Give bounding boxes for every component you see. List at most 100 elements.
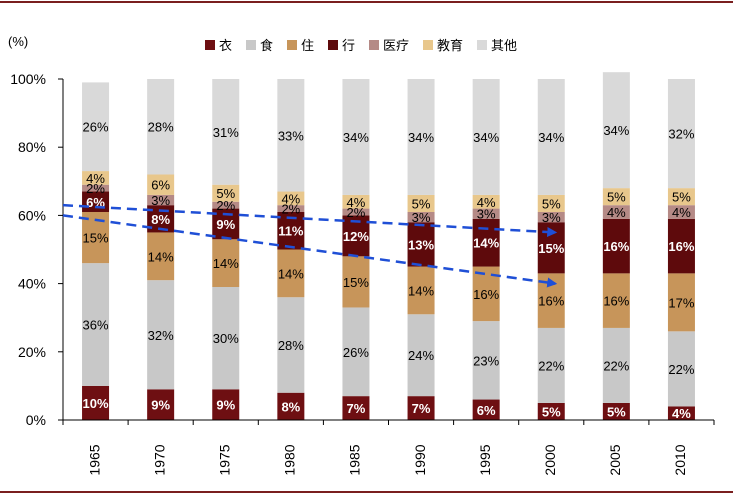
data-label: 30% — [213, 331, 239, 346]
data-label: 22% — [603, 358, 629, 373]
data-label: 16% — [538, 294, 564, 309]
data-label: 4% — [607, 205, 626, 220]
data-label: 6% — [151, 178, 170, 193]
legend-swatch — [477, 40, 487, 50]
data-label: 34% — [473, 130, 499, 145]
bar-segment — [82, 385, 110, 420]
bar-segment — [602, 327, 630, 403]
data-label: 7% — [347, 401, 366, 416]
data-label: 24% — [408, 348, 434, 363]
bar-segment — [277, 392, 305, 420]
y-tick-label: 100% — [10, 71, 46, 87]
data-label: 15% — [343, 275, 369, 290]
top-rule — [0, 1, 733, 3]
data-label: 16% — [603, 294, 629, 309]
x-tick-label: 1990 — [412, 444, 428, 475]
trend-arrow — [62, 203, 558, 237]
bar-segment — [212, 239, 240, 288]
data-label: 13% — [408, 237, 434, 252]
data-label: 12% — [343, 229, 369, 244]
data-label: 3% — [477, 207, 496, 222]
data-label: 3% — [412, 210, 431, 225]
data-label: 34% — [343, 130, 369, 145]
bar-segment — [407, 222, 435, 267]
data-label: 9% — [216, 217, 235, 232]
legend-swatch — [328, 40, 338, 50]
data-label: 14% — [213, 256, 239, 271]
bar-segment — [667, 406, 695, 420]
data-label: 32% — [668, 127, 694, 142]
y-tick-label: 20% — [18, 344, 46, 360]
data-label: 31% — [213, 125, 239, 140]
bar-segment — [667, 273, 695, 332]
legend-label: 其他 — [491, 39, 517, 54]
bar-segment — [407, 194, 435, 212]
data-label: 5% — [607, 404, 626, 419]
data-label: 4% — [347, 195, 366, 210]
trend-arrow — [62, 214, 558, 288]
bar-segment — [472, 399, 500, 420]
data-label: 14% — [473, 236, 499, 251]
data-label: 2% — [347, 205, 366, 220]
data-label: 28% — [278, 338, 304, 353]
data-label: 15% — [83, 231, 109, 246]
bar-segment — [472, 218, 500, 267]
y-tick-label: 40% — [18, 276, 46, 292]
data-label: 5% — [672, 190, 691, 205]
data-label: 5% — [412, 196, 431, 211]
bar-segment — [212, 287, 240, 390]
bar-segment — [407, 79, 435, 195]
data-label: 2% — [281, 202, 300, 217]
bar-segment — [407, 396, 435, 420]
data-label: 9% — [216, 398, 235, 413]
data-label: 33% — [278, 128, 304, 143]
bar-segment — [537, 194, 565, 212]
bar-segment — [602, 72, 630, 189]
bar-segment — [342, 256, 370, 308]
data-label: 22% — [668, 362, 694, 377]
y-tick-label: 0% — [26, 412, 46, 428]
bar-segment — [277, 249, 305, 298]
bar-segment — [82, 82, 110, 172]
legend-swatch — [205, 40, 215, 50]
bar-segment — [147, 194, 175, 206]
x-tick-label: 2005 — [607, 444, 623, 475]
bar-segment — [342, 194, 370, 209]
bar-segment — [537, 79, 565, 195]
bar-segment — [147, 280, 175, 390]
data-label: 5% — [216, 186, 235, 201]
x-axis: 1965 1970 1975 1980 1985 1990 1995 2000 2005 2010 — [62, 419, 715, 476]
data-label: 34% — [603, 123, 629, 138]
data-label: 3% — [151, 193, 170, 208]
bar-segment — [147, 174, 175, 195]
x-tick-label: 1995 — [477, 444, 493, 475]
bar-segment — [342, 79, 370, 195]
bar-segment — [537, 327, 565, 403]
bar-segment — [342, 396, 370, 420]
data-label: 8% — [281, 399, 300, 414]
data-label: 14% — [408, 283, 434, 298]
data-label: 6% — [477, 403, 496, 418]
bar-segment — [667, 218, 695, 274]
bar-segment — [407, 211, 435, 223]
data-label: 4% — [281, 191, 300, 206]
y-unit-label: (%) — [8, 34, 28, 49]
x-tick-label: 1985 — [347, 444, 363, 475]
data-label: 2% — [86, 181, 105, 196]
x-tick-label: 1975 — [216, 444, 232, 475]
bar-segment — [147, 232, 175, 281]
bar-segment — [212, 389, 240, 420]
bar-segment — [667, 331, 695, 407]
bar-segment — [602, 402, 630, 420]
data-label: 5% — [542, 404, 561, 419]
bar-segment — [147, 389, 175, 420]
y-tick-label: 80% — [18, 139, 46, 155]
data-label: 4% — [672, 205, 691, 220]
bar-segment — [212, 201, 240, 209]
legend-label: 衣 — [219, 38, 232, 54]
data-label: 26% — [83, 120, 109, 135]
data-label: 28% — [148, 120, 174, 135]
bar-segment — [667, 79, 695, 189]
y-axis: 0% 20% 40% 60% 80% 100% — [10, 71, 64, 428]
